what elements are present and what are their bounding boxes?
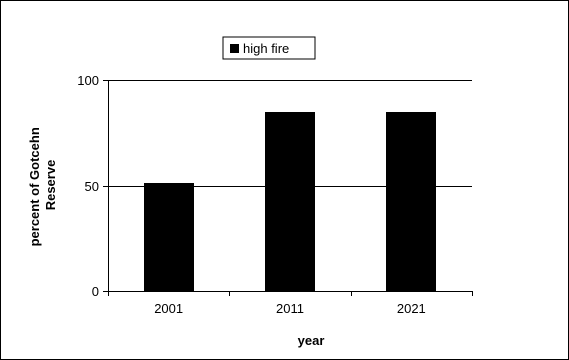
bar-2011	[265, 112, 315, 291]
y-tick-label-100: 100	[77, 73, 99, 88]
bars	[144, 112, 436, 291]
y-axis-title: percent of Gotcehn Reserve	[27, 124, 58, 247]
y-tick-label-0: 0	[92, 284, 99, 299]
legend-box	[222, 36, 316, 60]
y-tick-labels: 0 50 100	[77, 73, 99, 299]
legend-swatch	[230, 44, 239, 53]
bar-2021	[386, 112, 436, 291]
y-axis-title-line-2: Reserve	[43, 160, 58, 211]
y-tick-label-50: 50	[85, 179, 99, 194]
legend: high fire	[222, 36, 316, 60]
legend-label: high fire	[243, 41, 289, 56]
bar-2001	[144, 183, 194, 291]
axes	[103, 80, 473, 296]
x-tick-label-2011: 2011	[276, 301, 304, 316]
x-axis-title: year	[298, 333, 325, 348]
x-tick-labels: 2001 2011 2021	[154, 301, 426, 316]
y-axis-title-line-1: percent of Gotcehn	[27, 127, 42, 246]
x-tick-label-2001: 2001	[154, 301, 183, 316]
x-tick-label-2021: 2021	[397, 301, 426, 316]
